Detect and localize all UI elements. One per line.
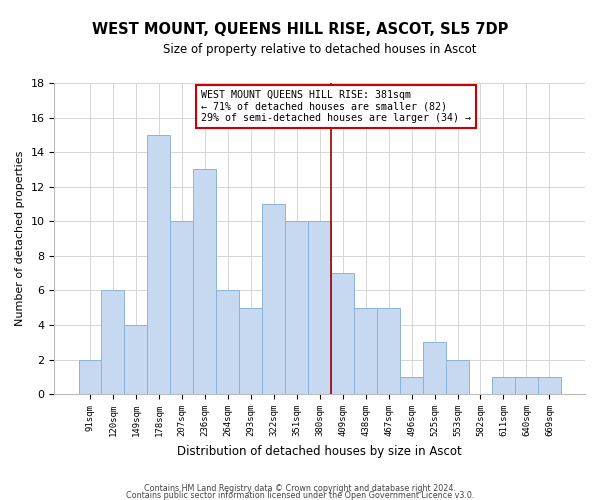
Bar	[423, 342, 446, 394]
Text: Contains public sector information licensed under the Open Government Licence v3: Contains public sector information licen…	[126, 492, 474, 500]
Text: Contains HM Land Registry data © Crown copyright and database right 2024.: Contains HM Land Registry data © Crown c…	[144, 484, 456, 493]
Bar	[193, 170, 217, 394]
Text: WEST MOUNT, QUEENS HILL RISE, ASCOT, SL5 7DP: WEST MOUNT, QUEENS HILL RISE, ASCOT, SL5…	[92, 22, 508, 38]
Bar	[124, 325, 148, 394]
Bar	[170, 222, 193, 394]
Bar	[538, 377, 561, 394]
Bar	[148, 135, 170, 394]
Bar	[400, 377, 423, 394]
Bar	[101, 290, 124, 394]
Title: Size of property relative to detached houses in Ascot: Size of property relative to detached ho…	[163, 42, 476, 56]
Bar	[239, 308, 262, 394]
Bar	[308, 222, 331, 394]
Bar	[354, 308, 377, 394]
Bar	[285, 222, 308, 394]
Bar	[377, 308, 400, 394]
Bar	[446, 360, 469, 394]
Bar	[515, 377, 538, 394]
Y-axis label: Number of detached properties: Number of detached properties	[15, 151, 25, 326]
Bar	[79, 360, 101, 394]
Bar	[492, 377, 515, 394]
Bar	[262, 204, 285, 394]
X-axis label: Distribution of detached houses by size in Ascot: Distribution of detached houses by size …	[178, 444, 462, 458]
Text: WEST MOUNT QUEENS HILL RISE: 381sqm
← 71% of detached houses are smaller (82)
29: WEST MOUNT QUEENS HILL RISE: 381sqm ← 71…	[202, 90, 472, 123]
Bar	[217, 290, 239, 394]
Bar	[331, 273, 354, 394]
